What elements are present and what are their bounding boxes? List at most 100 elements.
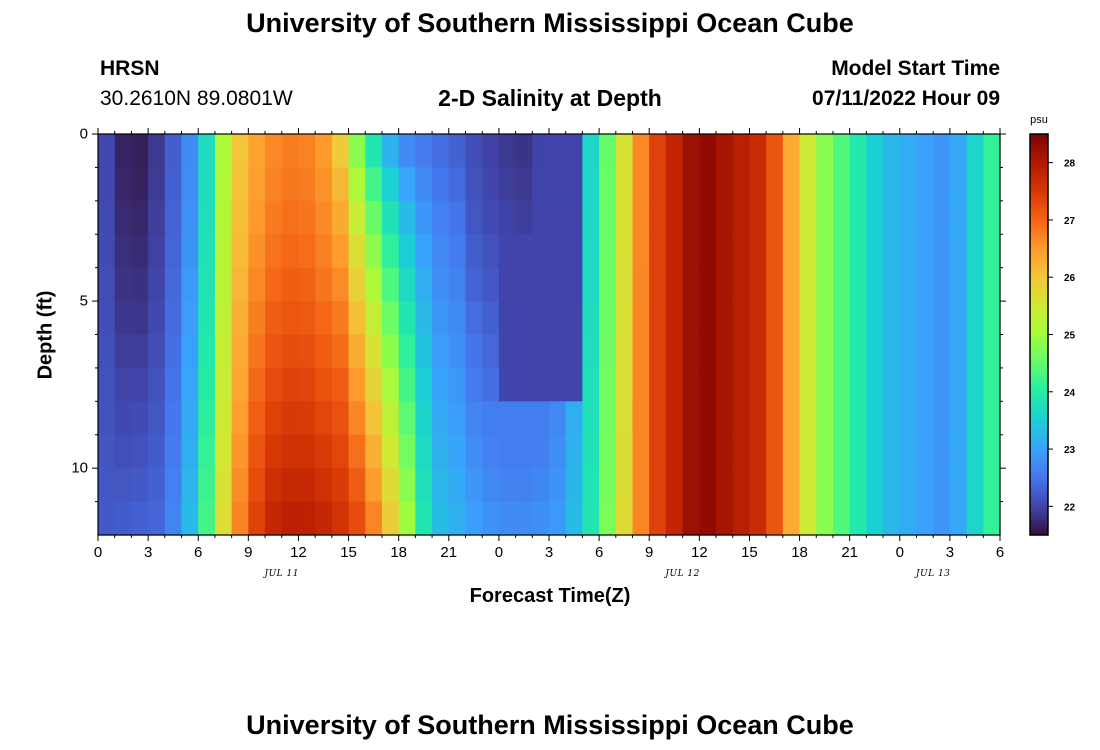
heatmap-cell xyxy=(131,267,149,302)
heatmap-cell xyxy=(248,367,266,402)
heatmap-cell xyxy=(198,167,216,202)
heatmap-cell xyxy=(148,334,166,369)
heatmap-cell xyxy=(849,134,867,169)
heatmap-cell xyxy=(732,468,751,503)
heatmap-cell xyxy=(866,200,884,235)
heatmap-cell xyxy=(565,334,584,369)
heatmap-cell xyxy=(716,468,734,503)
heatmap-cell xyxy=(331,334,350,369)
heatmap-cell xyxy=(114,267,133,302)
heatmap-cell xyxy=(632,200,650,235)
heatmap-cell xyxy=(749,301,767,336)
heatmap-cell xyxy=(983,167,1001,202)
heatmap-cell xyxy=(732,167,751,202)
heatmap-cell xyxy=(716,200,734,235)
heatmap-cell xyxy=(849,468,867,503)
heatmap-cell xyxy=(465,234,483,269)
heatmap-cell xyxy=(716,267,734,302)
heatmap-cell xyxy=(832,134,851,169)
heatmap-cell xyxy=(448,167,467,202)
heatmap-cell xyxy=(916,367,934,402)
heatmap-cell xyxy=(298,267,316,302)
heatmap-cell xyxy=(148,234,166,269)
heatmap-cell xyxy=(883,501,901,536)
heatmap-cell xyxy=(866,367,884,402)
heatmap-cell xyxy=(315,401,333,436)
heatmap-cell xyxy=(315,167,333,202)
heatmap-cell xyxy=(866,401,884,436)
heatmap-cell xyxy=(782,367,801,402)
heatmap-cell xyxy=(515,167,533,202)
heatmap-cell xyxy=(415,200,433,235)
heatmap-cell xyxy=(649,267,667,302)
heatmap-cell xyxy=(181,401,199,436)
heatmap-cell xyxy=(649,334,667,369)
heatmap-cell xyxy=(515,434,533,469)
heatmap-cell xyxy=(148,267,166,302)
heatmap-cell xyxy=(549,167,567,202)
heatmap-cell xyxy=(682,401,700,436)
heatmap-cell xyxy=(966,167,984,202)
heatmap-cell xyxy=(632,234,650,269)
heatmap-cell xyxy=(198,367,216,402)
heatmap-cell xyxy=(248,267,266,302)
heatmap-cell xyxy=(265,367,283,402)
heatmap-cell xyxy=(248,167,266,202)
heatmap-cell xyxy=(164,401,183,436)
heatmap-cell xyxy=(432,501,450,536)
heatmap-cell xyxy=(398,167,416,202)
heatmap-cell xyxy=(498,334,517,369)
heatmap-cell xyxy=(465,301,483,336)
heatmap-cell xyxy=(482,200,500,235)
heatmap-cell xyxy=(482,468,500,503)
heatmap-cell xyxy=(381,301,400,336)
heatmap-cell xyxy=(231,468,249,503)
heatmap-cell xyxy=(716,167,734,202)
heatmap-cell xyxy=(398,134,416,169)
heatmap-cell xyxy=(983,501,1001,536)
heatmap-cell xyxy=(181,167,199,202)
heatmap-cell xyxy=(782,167,801,202)
heatmap-cell xyxy=(716,334,734,369)
heatmap-cell xyxy=(749,200,767,235)
heatmap-cell xyxy=(849,434,867,469)
heatmap-cell xyxy=(181,468,199,503)
heatmap-cell xyxy=(966,134,984,169)
heatmap-cell xyxy=(365,134,383,169)
heatmap-cell xyxy=(549,267,567,302)
heatmap-cell xyxy=(632,401,650,436)
heatmap-cell xyxy=(883,367,901,402)
heatmap-cell xyxy=(265,501,283,536)
heatmap-cell xyxy=(816,167,834,202)
heatmap-cell xyxy=(148,468,166,503)
colorbar-tick-label: 23 xyxy=(1064,445,1076,456)
heatmap-cell xyxy=(498,401,517,436)
heatmap-cell xyxy=(883,301,901,336)
heatmap-cell xyxy=(632,334,650,369)
heatmap-cell xyxy=(532,434,550,469)
heatmap-cell xyxy=(515,301,533,336)
heatmap-cell xyxy=(799,434,817,469)
heatmap-cell xyxy=(432,234,450,269)
heatmap-cell xyxy=(599,434,617,469)
heatmap-cell xyxy=(248,334,266,369)
heatmap-cell xyxy=(231,401,249,436)
heatmap-cell xyxy=(381,234,400,269)
heatmap-cell xyxy=(983,367,1001,402)
heatmap-cell xyxy=(565,501,584,536)
heatmap-cell xyxy=(699,301,717,336)
heatmap-cell xyxy=(582,267,600,302)
heatmap-cell xyxy=(415,434,433,469)
heatmap-cell xyxy=(148,301,166,336)
heatmap-cell xyxy=(682,367,700,402)
x-date-label: JUL 12 xyxy=(665,569,700,579)
heatmap-cell xyxy=(549,134,567,169)
heatmap-cell xyxy=(983,468,1001,503)
heatmap-cell xyxy=(381,401,400,436)
heatmap-cell xyxy=(365,468,383,503)
heatmap-cell xyxy=(498,200,517,235)
heatmap-cell xyxy=(315,501,333,536)
heatmap-cell xyxy=(766,134,784,169)
heatmap-cell xyxy=(565,167,584,202)
heatmap-cell xyxy=(615,334,634,369)
